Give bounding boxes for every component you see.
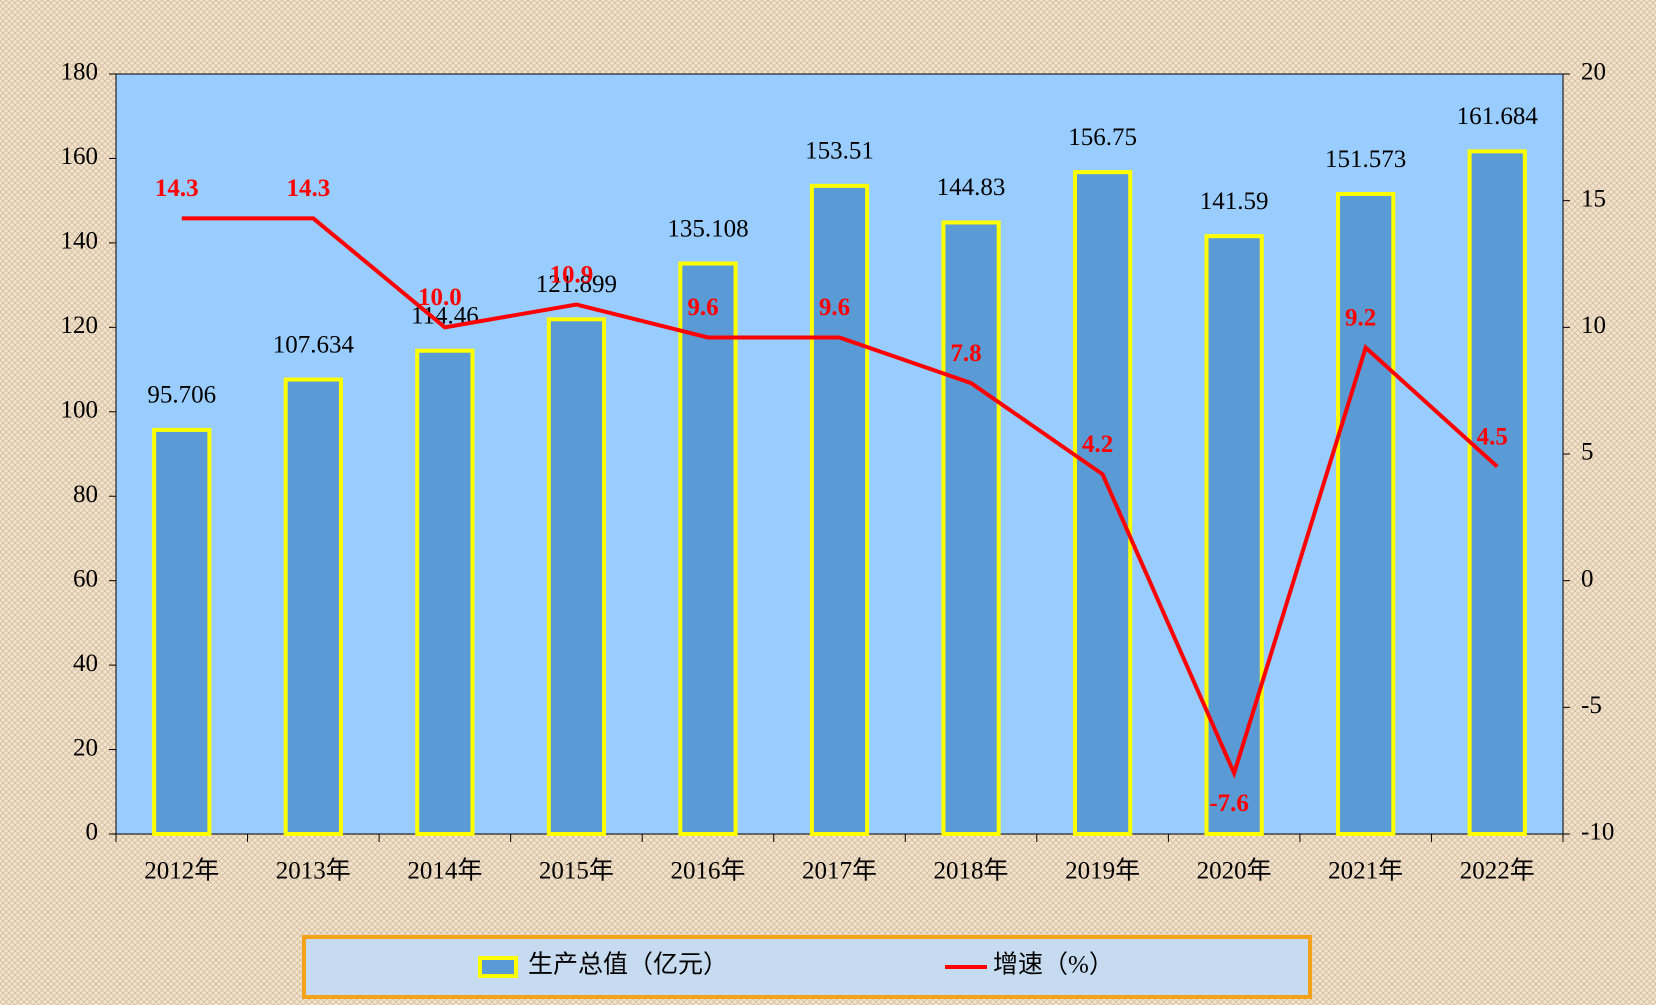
bar (283, 377, 343, 836)
x-tick-label: 2013年 (276, 857, 351, 885)
bar-value-label: 151.573 (1325, 146, 1406, 173)
y-tick-label: 140 (61, 228, 99, 255)
bar (152, 427, 212, 836)
line-value-label: 7.8 (950, 340, 981, 367)
y-tick-label: 120 (61, 312, 99, 339)
line-value-label: 9.6 (819, 294, 850, 321)
line-value-label: 14.3 (155, 175, 199, 202)
legend-label: 增速（%） (993, 951, 1114, 979)
bar (941, 220, 1001, 837)
y2-tick-label: -10 (1581, 819, 1614, 846)
y-tick-label: 180 (61, 59, 99, 86)
x-tick-label: 2012年 (144, 857, 219, 885)
y-tick-label: 20 (73, 734, 98, 761)
bar (1336, 192, 1396, 837)
bar (809, 183, 870, 836)
bar-value-label: 161.684 (1457, 103, 1539, 130)
y2-tick-label: 0 (1581, 565, 1594, 592)
x-tick-label: 2022年 (1460, 857, 1535, 885)
x-tick-label: 2018年 (934, 857, 1009, 885)
bar-value-label: 156.75 (1068, 124, 1137, 151)
legend-label: 生产总值（亿元） (528, 951, 728, 979)
line-value-label: 10.0 (418, 284, 462, 311)
bar-value-label: 107.634 (273, 331, 355, 358)
y-tick-label: 100 (61, 397, 99, 424)
line-value-label: 9.6 (687, 294, 718, 321)
x-tick-label: 2015年 (539, 857, 614, 885)
bar (678, 261, 738, 836)
y2-tick-label: -5 (1581, 692, 1602, 719)
bar-value-label: 144.83 (937, 174, 1006, 201)
legend-swatch (478, 956, 518, 978)
bar (1204, 234, 1264, 837)
y-tick-label: 60 (73, 565, 98, 592)
x-tick-label: 2020年 (1197, 857, 1272, 885)
bar-value-label: 153.51 (805, 138, 874, 165)
y2-tick-label: 5 (1581, 439, 1594, 466)
y2-tick-label: 15 (1581, 185, 1606, 212)
y-tick-label: 0 (86, 819, 99, 846)
x-tick-label: 2019年 (1065, 857, 1140, 885)
y-tick-label: 160 (61, 143, 99, 170)
y2-tick-label: 10 (1581, 312, 1606, 339)
y2-tick-label: 20 (1581, 59, 1606, 86)
y-tick-label: 80 (73, 481, 98, 508)
bar-value-label: 141.59 (1200, 188, 1269, 215)
bar (1467, 149, 1527, 836)
line-value-label: -7.6 (1209, 790, 1249, 817)
bar (546, 317, 607, 837)
line-value-label: 10.9 (550, 261, 594, 288)
bar-value-label: 95.706 (147, 382, 216, 409)
legend (302, 935, 1312, 999)
line (181, 216, 1499, 779)
bar (415, 348, 475, 836)
bar-value-label: 135.108 (667, 215, 748, 242)
bar (1072, 170, 1133, 836)
line-value-label: 4.5 (1477, 423, 1508, 450)
line-value-label: 4.2 (1082, 431, 1113, 458)
line-value-label: 14.3 (286, 175, 330, 202)
line-value-label: 9.2 (1345, 304, 1376, 331)
x-tick-label: 2016年 (670, 857, 745, 885)
x-tick-label: 2021年 (1328, 857, 1403, 885)
y-tick-label: 40 (73, 650, 98, 677)
x-tick-label: 2014年 (407, 857, 482, 885)
x-tick-label: 2017年 (802, 857, 877, 885)
bar-value-label: 121.899 (536, 271, 617, 298)
